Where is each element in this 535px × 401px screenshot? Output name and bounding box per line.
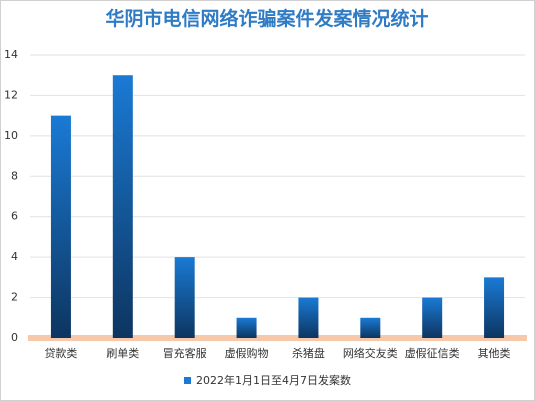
x-tick-label: 杀猪盘 <box>292 346 325 360</box>
y-tick-label: 14 <box>4 48 18 61</box>
bar <box>484 277 505 338</box>
bar <box>50 115 71 339</box>
x-tick-label: 刷单类 <box>106 346 139 360</box>
bar <box>236 317 257 338</box>
bar <box>422 297 443 338</box>
x-tick-label: 其他类 <box>478 346 511 360</box>
y-tick-label: 10 <box>4 129 18 142</box>
axis-highlight <box>28 335 527 341</box>
x-tick-label: 贷款类 <box>44 346 77 360</box>
y-tick-label: 0 <box>11 331 18 344</box>
bar <box>112 75 133 338</box>
bar <box>298 297 319 338</box>
y-tick-label: 4 <box>11 250 18 263</box>
legend-swatch <box>184 377 191 384</box>
legend-label: 2022年1月1日至4月7日发案数 <box>196 373 351 387</box>
chart-title: 华阴市电信网络诈骗案件发案情况统计 <box>105 7 428 30</box>
y-tick-label: 12 <box>4 88 18 101</box>
x-tick-label: 冒充客服 <box>163 346 207 360</box>
x-tick-label: 网络交友类 <box>343 346 398 360</box>
y-tick-label: 6 <box>11 210 18 223</box>
bar <box>360 317 381 338</box>
y-tick-label: 2 <box>11 291 18 304</box>
x-tick-label: 虚假购物 <box>225 346 269 360</box>
bar <box>174 257 195 338</box>
y-tick-label: 8 <box>11 169 18 182</box>
x-tick-label: 虚假征信类 <box>405 346 460 360</box>
